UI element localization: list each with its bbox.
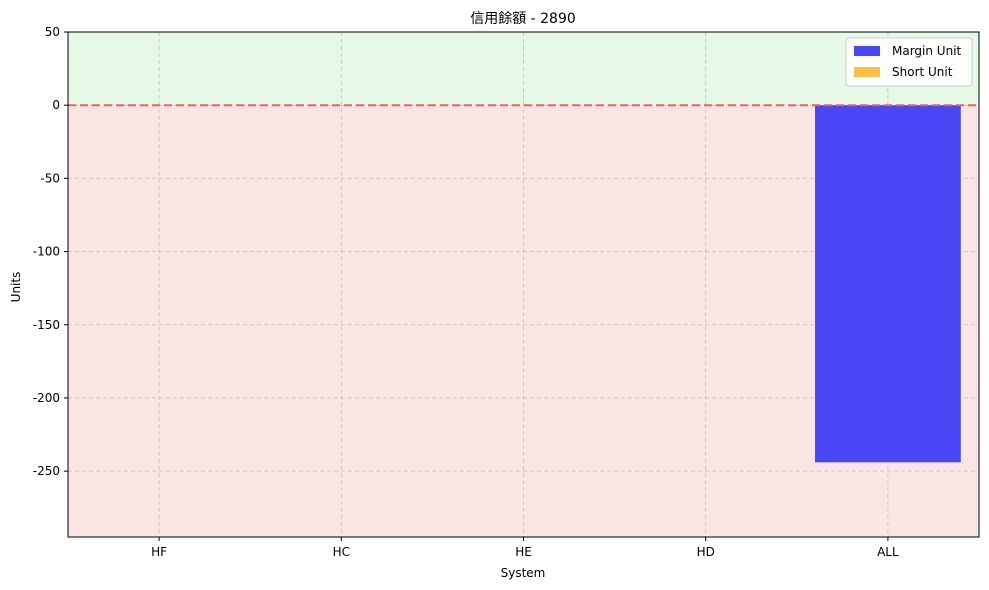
x-tick-label: HD (697, 545, 715, 559)
chart-title: 信用餘額 - 2890 (470, 10, 576, 27)
x-tick-label: HF (151, 545, 167, 559)
x-tick-label: HE (515, 545, 532, 559)
y-tick-label: 50 (45, 25, 60, 39)
bar-margin-unit-all (815, 105, 961, 463)
x-tick-label: HC (333, 545, 350, 559)
y-axis-label: Units (9, 272, 23, 303)
y-tick-label: -50 (40, 171, 60, 185)
y-tick-label: -200 (33, 391, 60, 405)
legend-label: Margin Unit (892, 44, 962, 58)
legend-swatch (854, 67, 880, 77)
y-tick-label: -150 (33, 318, 60, 332)
y-tick-label: 0 (52, 98, 60, 112)
y-tick-label: -250 (33, 464, 60, 478)
x-axis-label: System (501, 566, 546, 580)
plot-area: 50 0 -50 -100 -150 -200 -250 HF HC HE HD ALL (33, 25, 980, 559)
legend-label: Short Unit (892, 65, 953, 79)
legend-swatch (854, 46, 880, 56)
y-tick-label: -100 (33, 245, 60, 259)
legend: Margin Unit Short Unit (845, 37, 973, 87)
x-tick-label: ALL (877, 545, 899, 559)
